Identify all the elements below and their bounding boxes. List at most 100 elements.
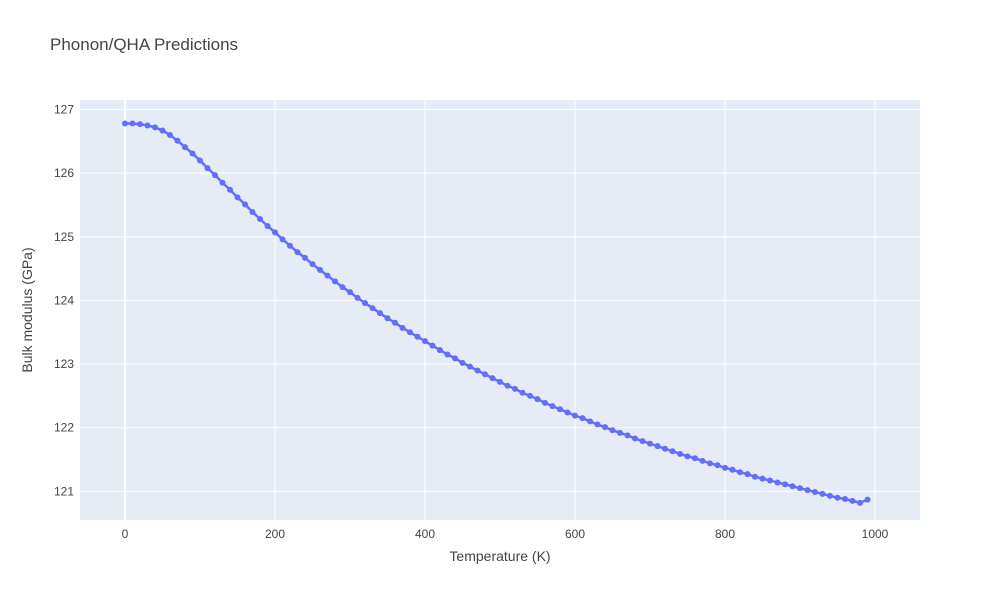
data-point [167,132,173,138]
y-tick-label: 123 [54,357,74,371]
data-point [557,406,563,413]
x-tick-label: 600 [565,527,585,541]
data-point [617,429,623,436]
data-point [632,435,638,442]
data-point [429,342,436,349]
data-point [564,409,571,416]
data-point [144,122,151,129]
data-point [849,497,856,504]
data-point [759,475,766,482]
data-point [827,492,833,499]
data-point [572,412,578,419]
data-point [174,137,181,144]
data-point [302,254,308,261]
data-point [347,289,353,296]
x-tick-label: 0 [122,527,129,541]
data-point [234,194,241,201]
series-markers [122,120,871,506]
data-point [309,261,316,268]
data-point [407,329,413,336]
data-point [714,462,721,469]
data-point [504,382,511,389]
y-tick-label: 127 [54,103,74,117]
series-line [125,122,868,505]
data-point [519,389,526,396]
y-tick-label: 126 [54,166,74,180]
data-point [797,485,803,492]
data-point [512,385,518,392]
data-point [294,249,301,256]
data-point [482,371,488,378]
data-point [812,489,818,495]
data-point [609,427,616,434]
data-point [279,236,286,243]
data-point [692,455,698,462]
data-point [804,487,811,494]
data-point [639,438,646,445]
data-point [602,424,608,431]
data-point [437,347,443,354]
x-tick-label: 200 [265,527,285,541]
plot-area [80,100,920,520]
data-point [722,464,728,471]
data-point [257,216,263,222]
data-point [864,496,871,503]
data-point [729,466,736,473]
chart-title: Phonon/QHA Predictions [50,35,238,54]
data-point [129,120,136,127]
data-point [242,201,248,208]
data-point [624,432,631,439]
x-tick-label: 800 [715,527,735,541]
data-point [332,278,338,285]
data-point [324,272,331,279]
data-point [362,300,368,306]
y-tick-label: 124 [54,293,74,307]
data-point [452,355,458,362]
data-point [497,378,503,385]
data-point [377,310,383,317]
data-point [204,165,211,172]
data-point [399,324,406,331]
data-point [212,172,218,179]
data-point [767,477,773,484]
data-point [542,399,548,406]
data-point [677,450,683,457]
data-point [369,305,376,312]
y-tick-label: 121 [54,484,74,498]
data-point [392,319,398,326]
data-point [317,266,323,273]
data-point [159,127,166,134]
data-point [219,179,226,186]
data-point [549,403,556,410]
data-point [152,124,158,131]
data-point [842,496,848,502]
data-point [182,144,188,151]
data-point [459,359,466,366]
data-point [579,415,586,422]
data-point [122,120,128,127]
data-point [189,150,196,157]
data-point [474,367,481,374]
data-point [339,284,346,291]
data-point [527,392,533,399]
data-point [782,481,788,488]
data-point [684,453,691,460]
y-axis-title: Bulk modulus (GPa) [19,247,35,372]
data-point [249,209,256,215]
gridlines [80,100,920,520]
data-point [384,315,391,322]
data-point [737,469,743,476]
data-point [467,363,473,370]
data-point [819,490,826,497]
data-point [707,460,713,467]
data-point [197,157,203,164]
data-point [774,479,781,486]
data-point [534,396,541,403]
data-point [789,483,796,490]
data-point [422,338,428,345]
data-point [662,445,668,452]
data-point [834,494,841,501]
y-axis-ticks: 121 122 123 124 125 126 127 [54,103,74,499]
y-tick-label: 125 [54,230,74,244]
